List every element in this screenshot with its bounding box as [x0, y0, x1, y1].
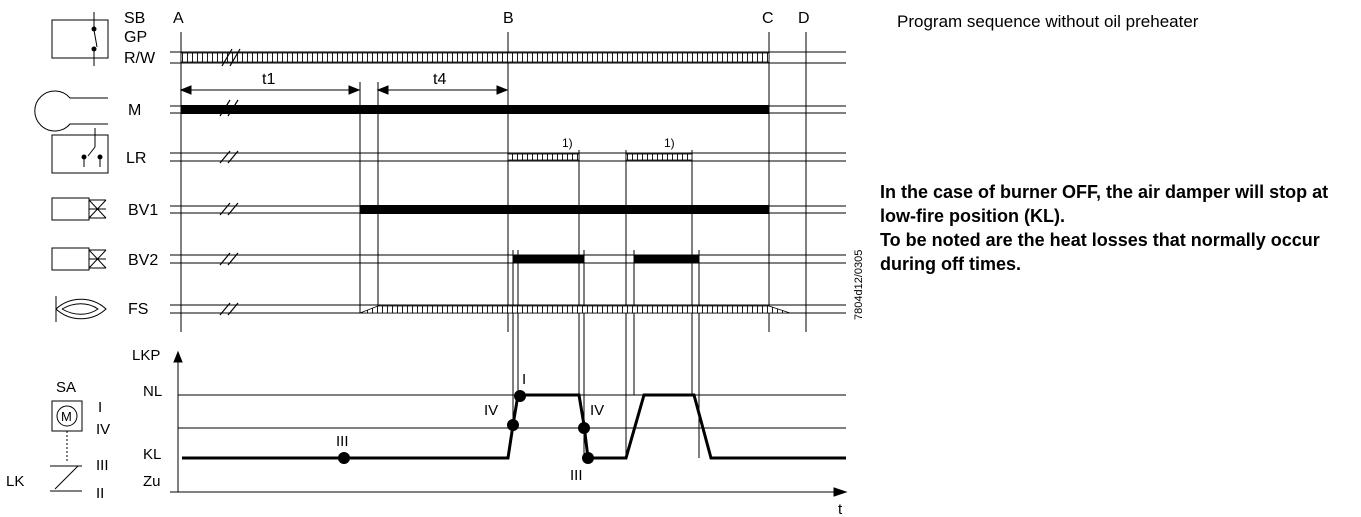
time-gridlines	[180, 32, 807, 458]
switch-label-iii: III	[96, 457, 109, 474]
damper-label: LK	[6, 473, 24, 490]
actuator-label: SA	[56, 379, 76, 396]
footnote-marker-2: 1)	[664, 136, 675, 150]
time-axis-label: t	[838, 501, 843, 517]
label-lr: LR	[126, 150, 146, 167]
actuator-symbol: M	[61, 409, 72, 424]
lr-signal-bar-2	[625, 153, 693, 161]
time-point-a: A	[173, 10, 184, 27]
motor-signal-bar	[181, 105, 769, 114]
bv2-signal-bar-1	[513, 255, 584, 263]
fuel-valve-icon	[51, 247, 107, 271]
label-gp: GP	[124, 29, 147, 46]
flame-icon	[55, 296, 107, 322]
damper-position-nl: NL	[143, 383, 162, 400]
label-rw: R/W	[124, 50, 156, 67]
damper-markers	[338, 390, 594, 464]
label-bv2: BV2	[128, 252, 158, 269]
break-marks	[219, 48, 241, 316]
bv2-signal-bar-2	[634, 255, 699, 263]
bv1-signal-bar	[360, 205, 769, 214]
notes-block: In the case of burner OFF, the air dampe…	[880, 180, 1350, 276]
fuel-valve-icon	[51, 197, 107, 221]
damper-position-zu: Zu	[143, 473, 161, 490]
marker-label-iv-left: IV	[484, 402, 498, 419]
switch-icon	[51, 12, 109, 66]
label-bv1: BV1	[128, 202, 158, 219]
diagram-title: Program sequence without oil preheater	[897, 12, 1199, 31]
lr-signal-bar-1	[507, 153, 580, 161]
interval-arrows	[179, 85, 509, 95]
marker-label-i: I	[522, 371, 526, 388]
fs-signal-bar	[359, 305, 791, 314]
damper-axes	[170, 350, 848, 497]
damper-icon	[50, 465, 82, 492]
time-point-b: B	[503, 10, 514, 27]
damper-position-kl: KL	[143, 446, 161, 463]
fan-motor-icon	[34, 90, 108, 132]
label-sb: SB	[124, 10, 145, 27]
document-code: 7804d12/0305	[853, 250, 865, 320]
note-heat-losses: To be noted are the heat losses that nor…	[880, 230, 1320, 274]
marker-label-iii-bottom: III	[570, 467, 583, 484]
footnote-marker-1: 1)	[562, 136, 573, 150]
time-point-d: D	[798, 10, 810, 27]
marker-label-iv-right: IV	[590, 402, 604, 419]
load-controller-icon	[51, 128, 109, 174]
switch-label-iv: IV	[96, 421, 110, 438]
interval-t4: t4	[433, 71, 446, 88]
marker-label-iii-left: III	[336, 433, 349, 450]
label-m: M	[128, 102, 141, 119]
label-fs: FS	[128, 301, 148, 318]
switch-label-ii: II	[96, 485, 104, 502]
damper-axis-label: LKP	[132, 347, 160, 364]
interval-t1: t1	[262, 71, 275, 88]
time-point-c: C	[762, 10, 774, 27]
note-burner-off: In the case of burner OFF, the air dampe…	[880, 182, 1329, 226]
rw-signal-bar	[180, 52, 770, 63]
switch-label-i: I	[98, 399, 102, 416]
